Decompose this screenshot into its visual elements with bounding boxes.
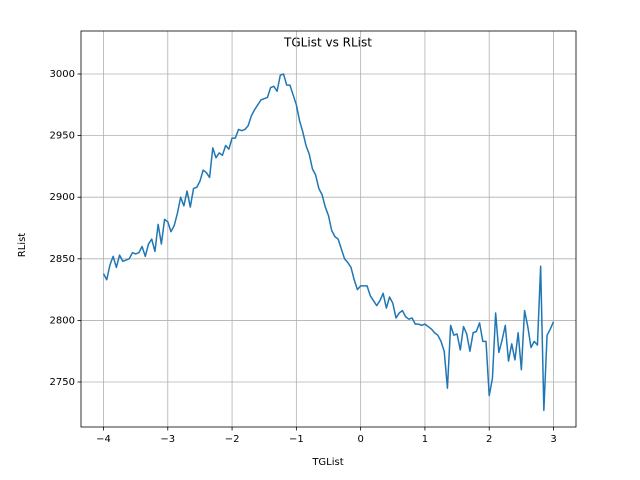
y-tick-label: 2850 — [50, 254, 75, 265]
y-tick-label: 2950 — [50, 131, 75, 142]
x-tick-label: 2 — [486, 434, 492, 445]
x-tick-label: 0 — [357, 434, 363, 445]
y-tick-label: 3000 — [50, 69, 75, 80]
y-tick-label: 2750 — [50, 377, 75, 388]
chart-title: TGList vs RList — [283, 36, 372, 50]
y-tick-label: 2800 — [50, 315, 75, 326]
x-tick-label: −1 — [289, 434, 304, 445]
plot-frame — [80, 30, 577, 428]
x-tick-label: −2 — [225, 434, 240, 445]
x-tick-label: −4 — [96, 434, 111, 445]
y-axis-label: RList — [17, 233, 28, 258]
x-tick-label: 3 — [550, 434, 556, 445]
x-tick-label: −3 — [160, 434, 175, 445]
y-tick-label: 2900 — [50, 192, 75, 203]
data-line — [102, 73, 555, 412]
x-tick-label: 1 — [422, 434, 428, 445]
x-axis-label: TGList — [311, 457, 343, 468]
